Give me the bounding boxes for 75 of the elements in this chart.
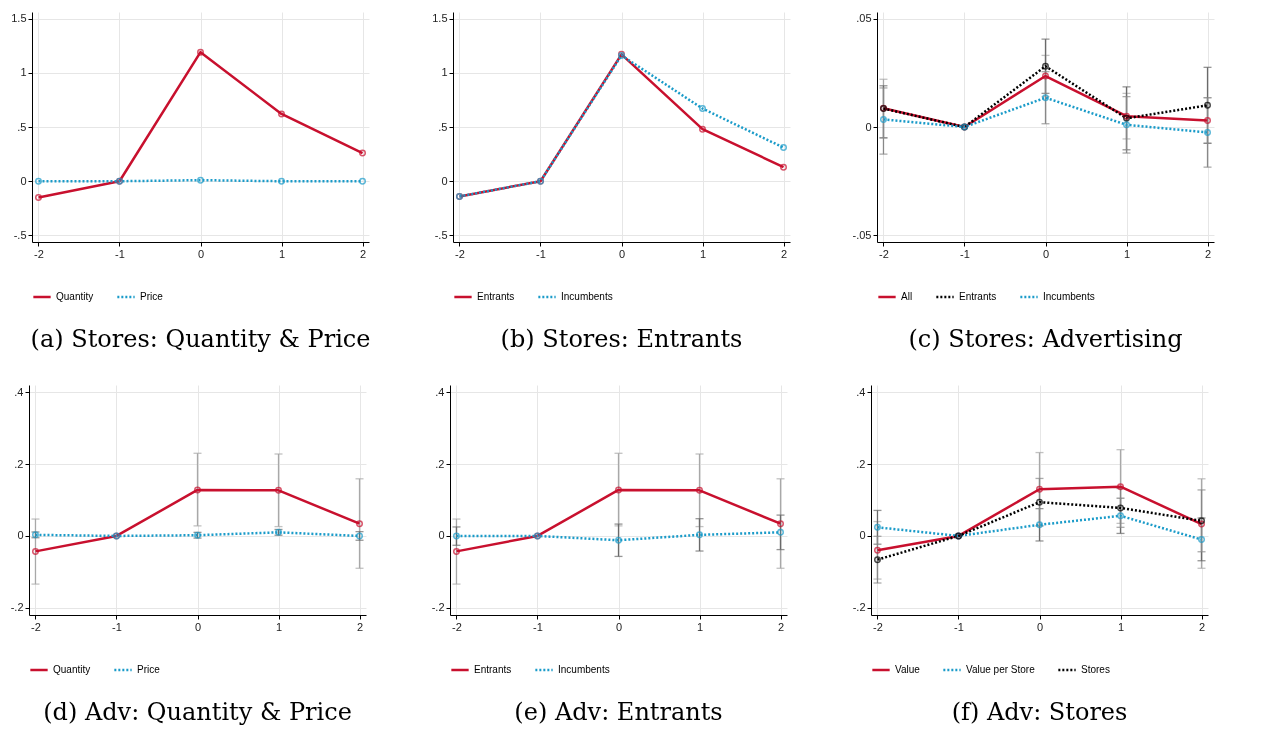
legend-label: Entrants	[959, 291, 997, 302]
x-tick-label: 0	[1042, 247, 1050, 260]
x-tick-label: 2	[356, 620, 364, 633]
x-tick-label: 0	[197, 247, 205, 260]
x-tick-label: -2	[873, 620, 883, 633]
x-tick-label: -2	[34, 247, 44, 260]
x-tick-label: -2	[31, 620, 41, 633]
legend-label: Stores	[1081, 664, 1110, 675]
y-tick-label: -.05	[852, 228, 872, 241]
legend-label: All	[901, 291, 913, 302]
y-tick-label: 0	[438, 529, 445, 542]
text: (f) Adv: Stores	[951, 698, 1128, 726]
x-tick-label: -2	[455, 247, 465, 260]
x-tick-label: 2	[1204, 247, 1212, 260]
legend-label: Quantity	[53, 664, 91, 675]
y-tick-label: .2	[435, 457, 445, 470]
text: (b) Stores: Entrants	[500, 325, 743, 353]
y-tick-label: .2	[856, 457, 866, 470]
x-tick-label: 0	[1036, 620, 1044, 633]
x-tick-label: -1	[536, 247, 546, 260]
x-tick-label: 2	[777, 620, 785, 633]
y-tick-label: .05	[856, 12, 872, 25]
y-tick-label: 1	[441, 66, 448, 79]
x-tick-label: -1	[112, 620, 122, 633]
x-tick-label: 1	[1117, 620, 1125, 633]
y-tick-label: 1.5	[11, 12, 27, 25]
x-tick-label: 1	[278, 247, 286, 260]
legend-label: Incumbents	[561, 291, 613, 302]
x-tick-label: -1	[115, 247, 125, 260]
x-tick-label: -2	[452, 620, 462, 633]
x-tick-label: -2	[879, 247, 889, 260]
x-tick-label: 0	[618, 247, 626, 260]
x-tick-label: 1	[696, 620, 704, 633]
y-tick-label: 1.5	[432, 12, 448, 25]
y-tick-label: 0	[17, 529, 24, 542]
y-tick-label: -.5	[13, 228, 27, 241]
y-tick-label: .4	[856, 385, 866, 398]
x-tick-label: 1	[699, 247, 707, 260]
x-tick-label: 2	[1198, 620, 1206, 633]
x-tick-label: 1	[1123, 247, 1131, 260]
text: (c) Stores: Advertising	[908, 325, 1183, 353]
legend-label: Incumbents	[1043, 291, 1095, 302]
x-tick-label: 2	[780, 247, 788, 260]
legend-label: Price	[137, 664, 161, 675]
y-tick-label: -.2	[852, 601, 866, 614]
x-tick-label: 1	[275, 620, 283, 633]
text: (a) Stores: Quantity & Price	[30, 325, 371, 353]
legend-label: Incumbents	[558, 664, 610, 675]
y-tick-label: 0	[865, 120, 872, 133]
legend-label: Entrants	[477, 291, 515, 302]
y-tick-label: .2	[14, 457, 24, 470]
text: (e) Adv: Entrants	[514, 698, 723, 726]
y-tick-label: .4	[435, 385, 445, 398]
y-tick-label: -.2	[10, 601, 24, 614]
y-tick-label: 0	[441, 174, 448, 187]
y-tick-label: -.2	[431, 601, 445, 614]
y-tick-label: 0	[20, 174, 27, 187]
x-tick-label: 2	[359, 247, 367, 260]
y-tick-label: -.5	[434, 228, 448, 241]
y-tick-label: .5	[17, 120, 27, 133]
x-tick-label: 0	[194, 620, 202, 633]
x-tick-label: -1	[533, 620, 543, 633]
y-tick-label: .4	[14, 385, 24, 398]
y-tick-label: .5	[438, 120, 448, 133]
x-tick-label: -1	[960, 247, 970, 260]
x-tick-label: 0	[615, 620, 623, 633]
legend-label: Value	[895, 664, 921, 675]
text: (d) Adv: Quantity & Price	[43, 698, 352, 726]
legend-label: Price	[140, 291, 164, 302]
legend-label: Quantity	[56, 291, 94, 302]
legend-label: Entrants	[474, 664, 512, 675]
y-tick-label: 1	[20, 66, 27, 79]
y-tick-label: 0	[859, 529, 866, 542]
x-tick-label: -1	[954, 620, 964, 633]
legend-label: Value per Store	[966, 664, 1036, 675]
